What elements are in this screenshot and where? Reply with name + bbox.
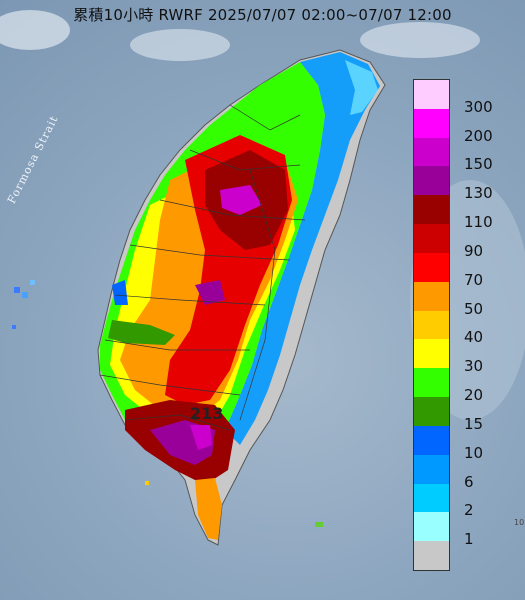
legend-swatch <box>414 80 449 109</box>
legend-swatch <box>414 397 449 426</box>
peak-value-label: 213 <box>190 404 224 423</box>
legend-swatch <box>414 541 449 570</box>
legend-swatch <box>414 483 449 513</box>
rainfall-legend <box>413 79 450 571</box>
legend-level-label: 20 <box>464 386 484 405</box>
legend-swatch <box>414 425 449 455</box>
legend-swatch <box>414 252 449 282</box>
offshore-echoes <box>12 280 323 527</box>
legend-level-label: 110 <box>464 213 493 232</box>
legend-level-label: 2 <box>464 501 474 520</box>
legend-level-label: 50 <box>464 299 484 318</box>
edge-text: 10 <box>514 518 525 527</box>
legend-level-label: 300 <box>464 97 493 116</box>
legend-level-label: 40 <box>464 328 484 347</box>
legend-swatch <box>414 224 449 253</box>
legend-level-label: 150 <box>464 155 493 174</box>
cloud-nw <box>0 10 70 50</box>
legend-level-label: 90 <box>464 241 484 260</box>
rain-band-south-tip <box>195 478 222 540</box>
rain-band-cyan <box>345 60 378 115</box>
county-boundaries <box>99 104 306 431</box>
legend-level-label: 30 <box>464 357 484 376</box>
legend-level-label: 15 <box>464 414 484 433</box>
legend-swatch <box>414 281 449 311</box>
legend-swatch <box>414 512 449 542</box>
rain-band-purple-north <box>220 185 262 215</box>
rain-band-darkgreen <box>108 320 175 345</box>
legend-level-label: 1 <box>464 530 474 549</box>
legend-level-label: 10 <box>464 443 484 462</box>
rain-band-magenta-south <box>190 425 212 450</box>
legend-level-label: 130 <box>464 184 493 203</box>
rain-band-purple-mid <box>195 280 225 305</box>
cloud-ne <box>360 22 480 58</box>
map-title: 累積10小時 RWRF 2025/07/07 02:00~07/07 12:00 <box>73 6 452 24</box>
cloud-n <box>130 29 230 61</box>
legend-swatch <box>414 137 449 167</box>
legend-level-label: 6 <box>464 472 474 491</box>
rain-band-blue-west <box>112 280 128 305</box>
legend-swatch <box>414 339 449 369</box>
legend-swatch <box>414 368 449 398</box>
rain-band-blue <box>225 52 380 445</box>
legend-swatch <box>414 454 449 484</box>
legend-level-label: 70 <box>464 270 484 289</box>
legend-swatch <box>414 195 449 225</box>
legend-level-label: 200 <box>464 126 493 145</box>
legend-swatch <box>414 310 449 340</box>
legend-swatch <box>414 166 449 196</box>
legend-swatch <box>414 108 449 138</box>
